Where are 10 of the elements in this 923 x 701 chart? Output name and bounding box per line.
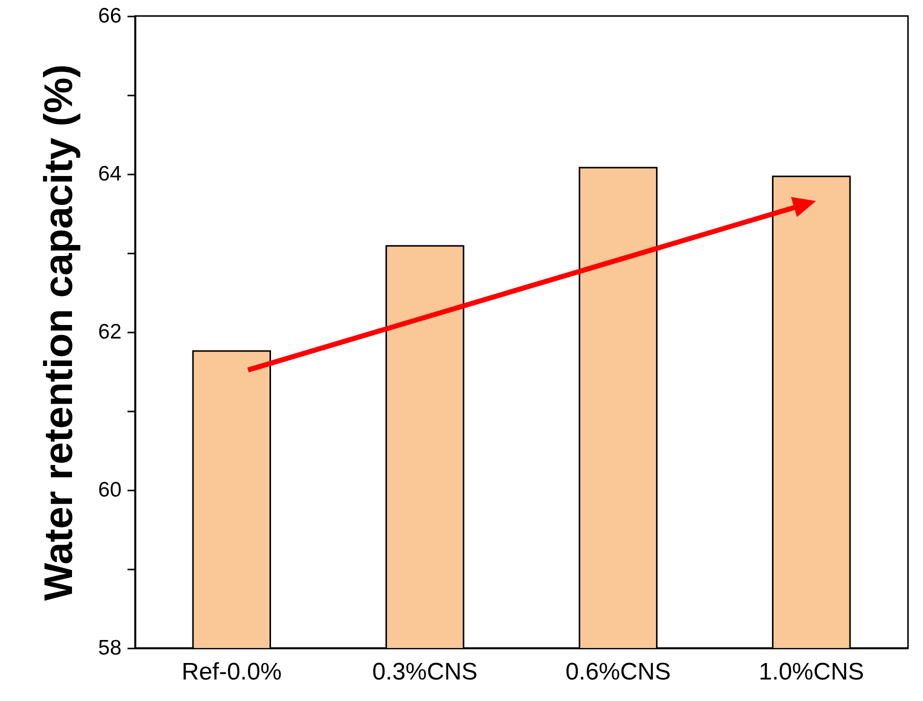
- y-tick-label: 60: [98, 478, 122, 502]
- y-tick-label: 64: [98, 162, 122, 186]
- y-axis-title: Water retention capacity (%): [37, 64, 82, 601]
- x-tick-label: Ref-0.0%: [182, 658, 282, 686]
- x-tick-label: 1.0%CNS: [758, 658, 864, 686]
- x-tick-label: 0.3%CNS: [372, 658, 478, 686]
- y-tick-label: 58: [98, 636, 122, 660]
- y-tick-label: 66: [98, 4, 122, 28]
- y-tick-label: 62: [98, 320, 122, 344]
- x-tick-label: 0.6%CNS: [565, 658, 671, 686]
